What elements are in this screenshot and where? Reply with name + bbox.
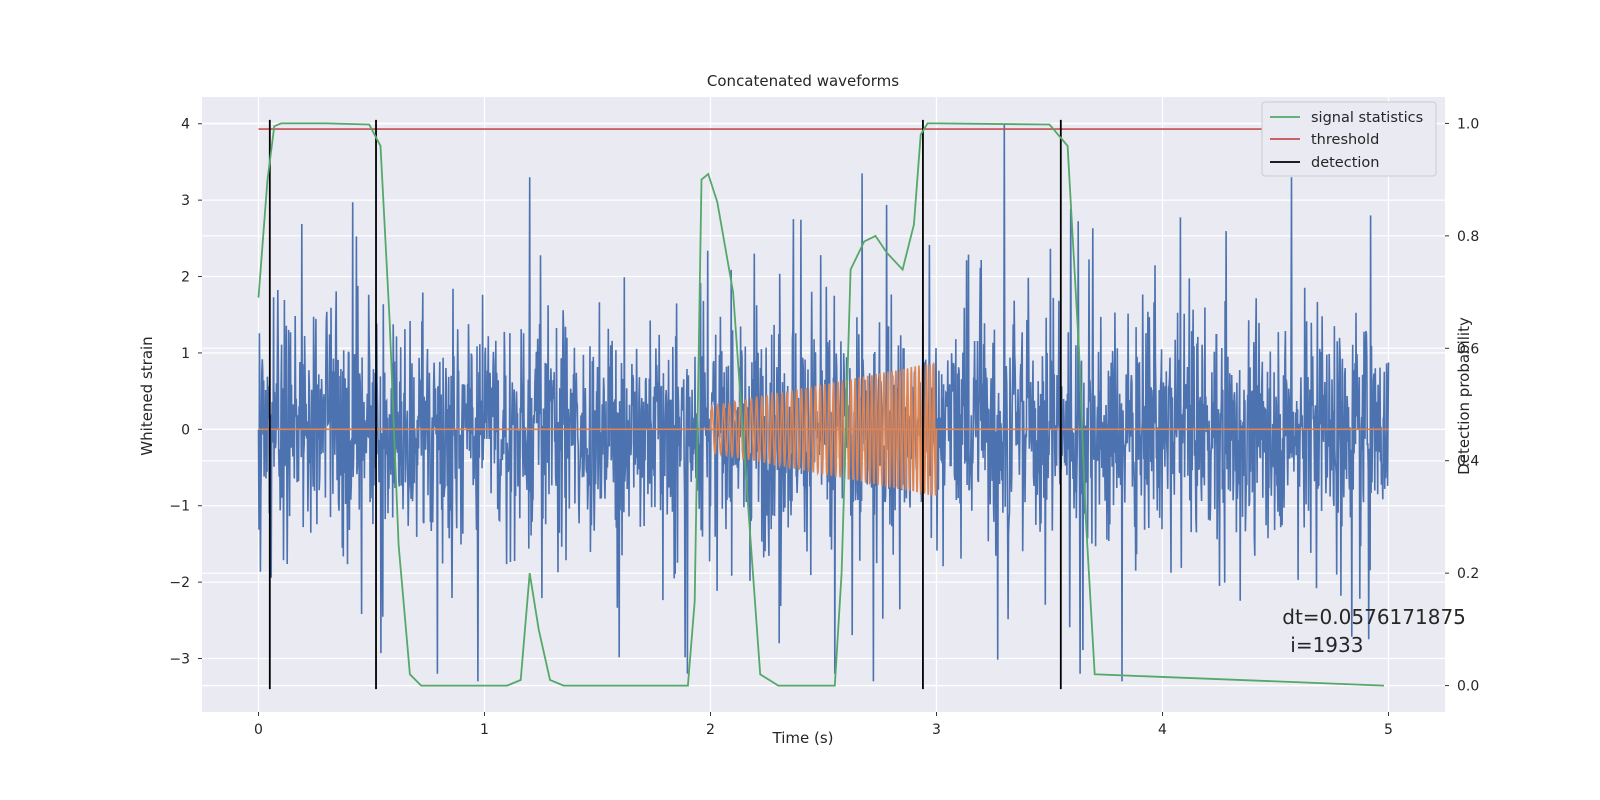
x-tick-label: 2 — [706, 722, 715, 738]
plot-layer — [257, 119, 1390, 690]
y-tick-label: −2 — [169, 575, 190, 591]
y-tick-label: 0 — [181, 422, 190, 438]
y2-tick-label: 0.8 — [1457, 229, 1479, 245]
chart-title: Concatenated waveforms — [707, 72, 899, 90]
legend-label-signal-statistics: signal statistics — [1311, 110, 1423, 126]
y-tick-label: 1 — [181, 346, 190, 362]
y2-axis-ticks: 0.0 0.2 0.4 0.6 0.8 1.0 — [1445, 116, 1479, 695]
x-tick-label: 1 — [480, 722, 489, 738]
y2-tick-label: 0.2 — [1457, 566, 1479, 582]
y-tick-label: 3 — [181, 193, 190, 209]
y-tick-label: 2 — [181, 270, 190, 286]
y-tick-label: 4 — [181, 117, 190, 133]
y-axis-ticks: −3 −2 −1 0 1 2 3 4 — [169, 117, 202, 668]
y2-axis-label: Detection probability — [1455, 317, 1473, 475]
annotation-dt: dt=0.0576171875 — [1282, 605, 1466, 629]
y-axis-label: Whitened strain — [138, 336, 156, 455]
y-tick-label: −1 — [169, 499, 190, 515]
legend-label-detection: detection — [1311, 155, 1379, 171]
y-tick-label: −3 — [169, 652, 190, 668]
x-tick-label: 0 — [254, 722, 263, 738]
x-axis-label: Time (s) — [772, 729, 834, 747]
signal-statistics-line — [257, 122, 1385, 687]
x-axis-ticks: 0 1 2 3 4 5 — [254, 712, 1393, 738]
y2-tick-label: 0.0 — [1457, 679, 1479, 695]
legend: signal statistics threshold detection — [1261, 101, 1437, 177]
x-tick-label: 5 — [1384, 722, 1393, 738]
detection-lines — [268, 119, 1062, 690]
annotation: dt=0.0576171875 i=1933 — [1282, 605, 1466, 657]
legend-box — [1261, 101, 1437, 177]
x-tick-label: 3 — [932, 722, 941, 738]
y2-tick-label: 0.4 — [1457, 454, 1479, 470]
y2-tick-label: 1.0 — [1457, 116, 1479, 132]
y2-tick-label: 0.6 — [1457, 341, 1479, 357]
annotation-index: i=1933 — [1290, 633, 1363, 657]
legend-label-threshold: threshold — [1311, 132, 1379, 148]
x-tick-label: 4 — [1158, 722, 1167, 738]
